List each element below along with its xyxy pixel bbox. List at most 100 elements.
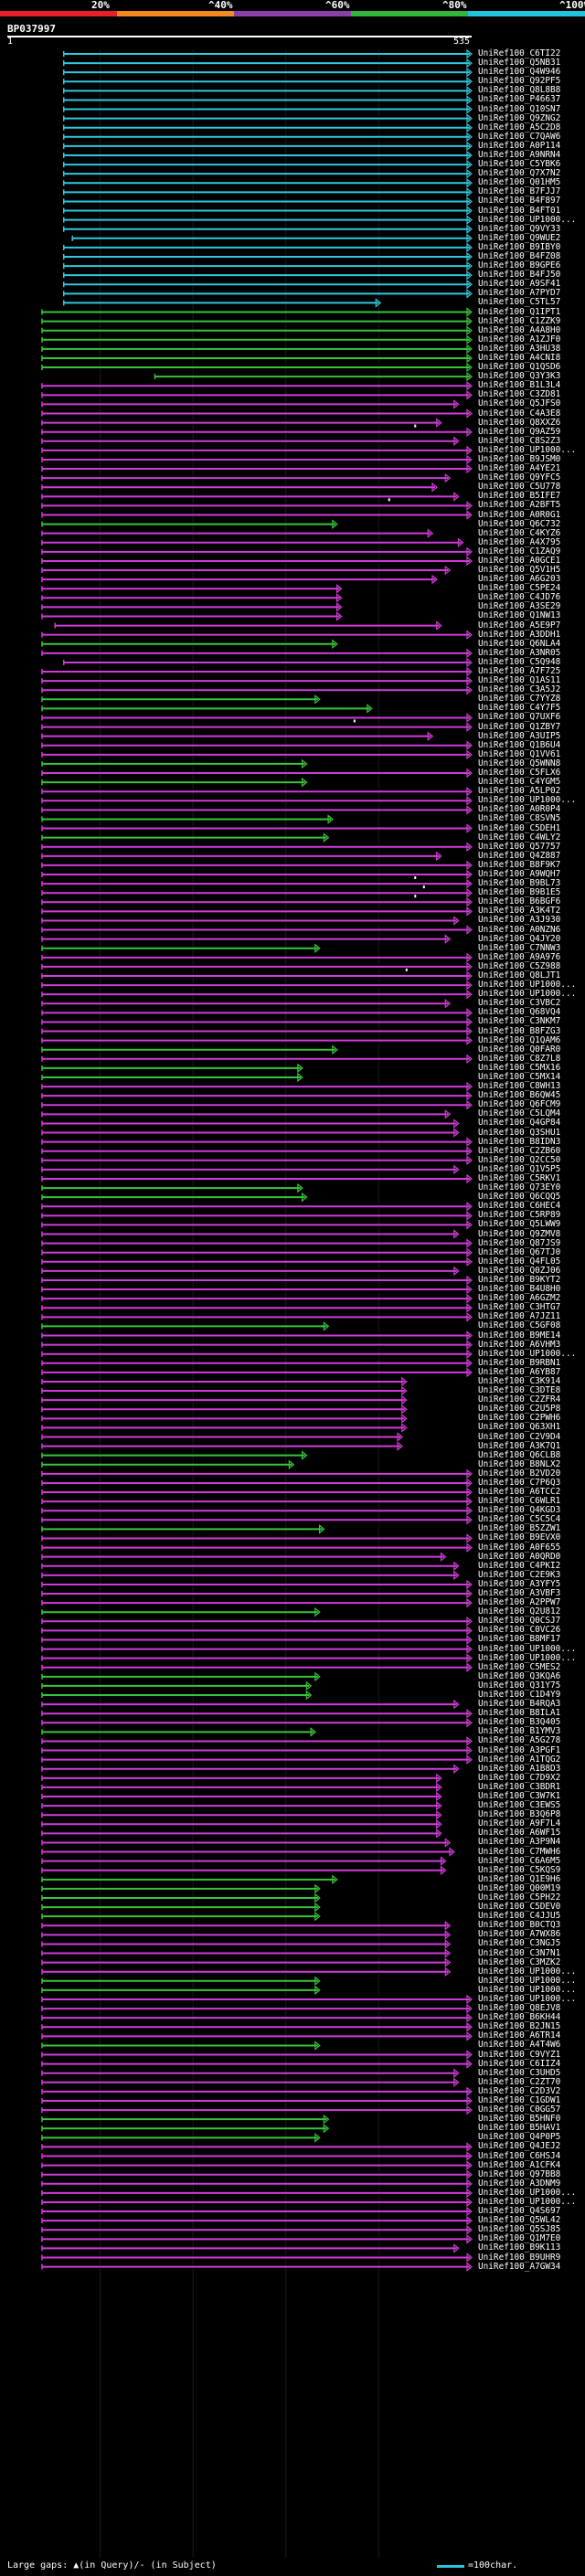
hit-label[interactable]: UniRef100_C1GDW1 xyxy=(478,2094,561,2105)
hit-label[interactable]: UniRef100_A9WQH7 xyxy=(478,869,561,879)
hit-label[interactable]: UniRef100_B8MF17 xyxy=(478,1634,561,1645)
hit-label[interactable]: UniRef100_C3A5J2 xyxy=(478,684,561,695)
hit-bar[interactable] xyxy=(62,141,473,152)
hit-label[interactable]: UniRef100_Q7UXF6 xyxy=(478,712,561,723)
hit-label[interactable]: UniRef100_Q1M7E0 xyxy=(478,2233,561,2244)
hit-bar[interactable] xyxy=(62,49,473,59)
hit-bar[interactable] xyxy=(41,537,464,548)
hit-label[interactable]: UniRef100_Q92PF5 xyxy=(478,76,561,87)
hit-label[interactable]: UniRef100_A4YE21 xyxy=(478,463,561,474)
hit-label[interactable]: UniRef100_A2BFT5 xyxy=(478,500,561,511)
hit-label[interactable]: UniRef100_B5HNF0 xyxy=(478,2114,561,2125)
hit-label[interactable]: UniRef100_B8NLX2 xyxy=(478,1458,561,1469)
hit-bar[interactable] xyxy=(41,528,434,538)
hit-bar[interactable] xyxy=(41,1847,455,1857)
hit-label[interactable]: UniRef100_Q5WL42 xyxy=(478,2215,561,2226)
hit-bar[interactable] xyxy=(41,1284,473,1295)
hit-label[interactable]: UniRef100_Q8L8B8 xyxy=(478,85,561,96)
hit-bar[interactable] xyxy=(41,768,473,779)
hit-bar[interactable] xyxy=(41,1939,452,1949)
hit-bar[interactable] xyxy=(41,1505,473,1516)
hit-label[interactable]: UniRef100_A0F655 xyxy=(478,1542,561,1553)
hit-label[interactable]: UniRef100_C5U778 xyxy=(478,482,561,493)
hit-label[interactable]: UniRef100_Q1AS11 xyxy=(478,675,561,686)
hit-bar[interactable] xyxy=(41,565,452,576)
hit-bar[interactable] xyxy=(41,2086,473,2097)
hit-bar[interactable] xyxy=(41,1764,460,1774)
hit-bar[interactable] xyxy=(41,1874,338,1885)
hit-label[interactable]: UniRef100_A7GW34 xyxy=(478,2261,561,2272)
hit-bar[interactable] xyxy=(41,325,473,335)
hit-label[interactable]: UniRef100_B4FJ50 xyxy=(478,270,561,281)
hit-bar[interactable] xyxy=(41,463,473,474)
hit-label[interactable]: UniRef100_C5MX14 xyxy=(478,1071,561,1082)
hit-bar[interactable] xyxy=(41,1727,317,1737)
hit-bar[interactable] xyxy=(41,1800,442,1811)
hit-bar[interactable] xyxy=(41,1063,303,1074)
hit-bar[interactable] xyxy=(41,1118,460,1129)
hit-bar[interactable] xyxy=(41,2041,321,2051)
hit-label[interactable]: UniRef100_A6GZM2 xyxy=(478,1293,561,1304)
hit-label[interactable]: UniRef100_C7MWH6 xyxy=(478,1846,561,1857)
hit-bar[interactable] xyxy=(41,399,460,409)
hit-bar[interactable] xyxy=(41,1561,460,1572)
hit-label[interactable]: UniRef100_Q6NLA4 xyxy=(478,638,561,649)
hit-label[interactable]: UniRef100_UP1000... xyxy=(478,795,577,806)
hit-label[interactable]: UniRef100_C2ZFR4 xyxy=(478,1394,561,1405)
hit-bar[interactable] xyxy=(62,113,473,123)
hit-bar[interactable] xyxy=(41,1617,473,1627)
hit-label[interactable]: UniRef100_A6WF15 xyxy=(478,1828,561,1839)
hit-label[interactable]: UniRef100_Q4S697 xyxy=(478,2206,561,2217)
hit-label[interactable]: UniRef100_C8WH13 xyxy=(478,1081,561,1092)
hit-label[interactable]: UniRef100_Q6CQQ5 xyxy=(478,1192,561,1203)
hit-label[interactable]: UniRef100_Q73EY0 xyxy=(478,1182,561,1193)
hit-label[interactable]: UniRef100_B0CTQ3 xyxy=(478,1920,561,1931)
hit-bar[interactable] xyxy=(41,805,473,815)
hit-label[interactable]: UniRef100_A3NR05 xyxy=(478,647,561,658)
hit-label[interactable]: UniRef100_A1TQG2 xyxy=(478,1754,561,1765)
hit-label[interactable]: UniRef100_Q5LWW9 xyxy=(478,1219,561,1230)
hit-label[interactable]: UniRef100_A3HU38 xyxy=(478,343,561,354)
hit-bar[interactable] xyxy=(41,970,473,981)
hit-bar[interactable] xyxy=(41,390,473,400)
hit-bar[interactable] xyxy=(41,1552,447,1562)
hit-bar[interactable] xyxy=(41,2188,473,2199)
hit-bar[interactable] xyxy=(41,1957,452,1967)
hit-bar[interactable] xyxy=(41,740,473,750)
hit-bar[interactable] xyxy=(41,1450,308,1460)
hit-label[interactable]: UniRef100_Q9ZMV8 xyxy=(478,1228,561,1239)
hit-label[interactable]: UniRef100_C5GF08 xyxy=(478,1320,561,1331)
hit-bar[interactable] xyxy=(41,1376,408,1387)
hit-bar[interactable] xyxy=(41,648,473,659)
hit-bar[interactable] xyxy=(41,1128,460,1138)
hit-bar[interactable] xyxy=(41,777,308,788)
hit-bar[interactable] xyxy=(62,224,473,234)
hit-label[interactable]: UniRef100_UP1000... xyxy=(478,444,577,455)
hit-label[interactable]: UniRef100_C5KQS9 xyxy=(478,1864,561,1875)
hit-label[interactable]: UniRef100_B9K113 xyxy=(478,2242,561,2253)
hit-label[interactable]: UniRef100_C8S2Z3 xyxy=(478,435,561,446)
hit-bar[interactable] xyxy=(62,251,473,262)
hit-bar[interactable] xyxy=(62,132,473,143)
hit-label[interactable]: UniRef100_C5MX16 xyxy=(478,1062,561,1073)
hit-label[interactable]: UniRef100_C5RP89 xyxy=(478,1210,561,1221)
hit-bar[interactable] xyxy=(41,418,442,428)
hit-label[interactable]: UniRef100_Q67TJ0 xyxy=(478,1246,561,1257)
hit-label[interactable]: UniRef100_A3UIP5 xyxy=(478,730,561,741)
hit-label[interactable]: UniRef100_C5PH22 xyxy=(478,1892,561,1903)
hit-bar[interactable] xyxy=(41,989,473,1000)
hit-bar[interactable] xyxy=(62,289,473,299)
hit-bar[interactable] xyxy=(41,1044,338,1055)
hit-bar[interactable] xyxy=(41,1137,473,1147)
hit-label[interactable]: UniRef100_Q5JFS0 xyxy=(478,398,561,409)
hit-label[interactable]: UniRef100_B4RQA3 xyxy=(478,1699,561,1710)
hit-bar[interactable] xyxy=(41,334,473,345)
hit-bar[interactable] xyxy=(41,684,473,695)
hit-bar[interactable] xyxy=(41,2169,473,2179)
hit-label[interactable]: UniRef100_C5LQM4 xyxy=(478,1108,561,1119)
hit-label[interactable]: UniRef100_UP1000... xyxy=(478,2187,577,2198)
hit-bar[interactable] xyxy=(41,999,452,1009)
hit-bar[interactable] xyxy=(41,454,473,465)
hit-label[interactable]: UniRef100_B4F897 xyxy=(478,196,561,207)
hit-label[interactable]: UniRef100_Q9AZ59 xyxy=(478,426,561,437)
